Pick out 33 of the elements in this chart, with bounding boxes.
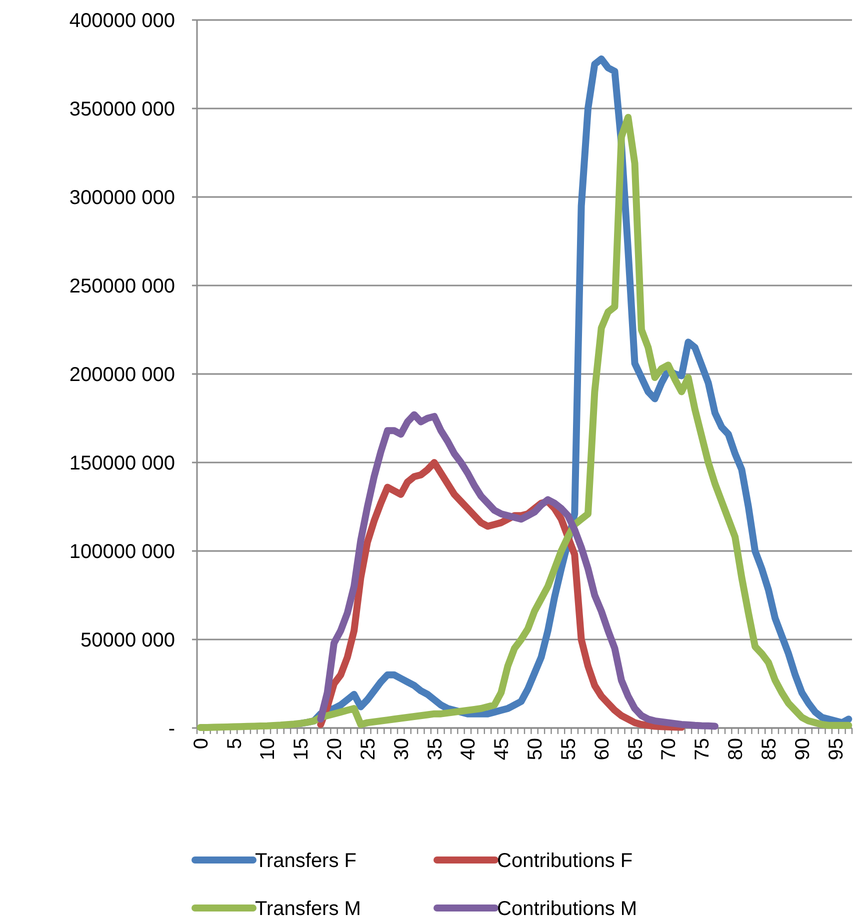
y-tick-label: 150000 000 [69,452,175,474]
legend-label: Contributions F [497,850,633,872]
x-tick-label: 10 [257,738,280,760]
x-tick-label: 55 [558,738,580,760]
x-tick-label: 15 [290,738,313,760]
x-tick-label: 75 [692,738,714,760]
x-tick-label: 30 [390,738,413,760]
x-tick-label: 65 [624,738,647,760]
legend-label: Transfers F [255,850,356,872]
x-tick-label: 70 [658,738,680,760]
x-tick-label: 0 [190,738,212,750]
x-tick-label: 20 [324,738,346,760]
x-tick-label: 50 [524,738,547,760]
y-tick-label: 250000 000 [69,276,175,298]
legend-label: Contributions M [497,898,638,920]
y-tick-label: 300000 000 [69,187,175,209]
y-tick-label: 400000 000 [69,10,175,32]
y-tick-label: 200000 000 [69,364,175,386]
x-tick-label: 45 [491,738,514,760]
y-tick-label: 100000 000 [69,541,175,563]
y-tick-label: 350000 000 [69,98,175,120]
x-tick-label: 85 [758,738,780,760]
x-tick-label: 40 [458,738,480,760]
legend-label: Transfers M [255,898,361,920]
y-tick-label: - [168,718,175,740]
x-tick-label: 95 [825,738,848,760]
x-tick-label: 80 [725,738,748,760]
x-tick-label: 35 [424,738,446,760]
x-tick-label: 60 [591,738,614,760]
y-tick-label: 50000 000 [80,630,175,652]
x-tick-label: 25 [357,738,380,760]
x-tick-label: 5 [224,738,246,750]
x-tick-label: 90 [792,738,814,760]
